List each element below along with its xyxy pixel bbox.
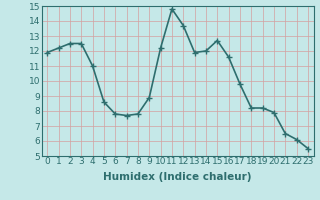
X-axis label: Humidex (Indice chaleur): Humidex (Indice chaleur)	[103, 172, 252, 182]
